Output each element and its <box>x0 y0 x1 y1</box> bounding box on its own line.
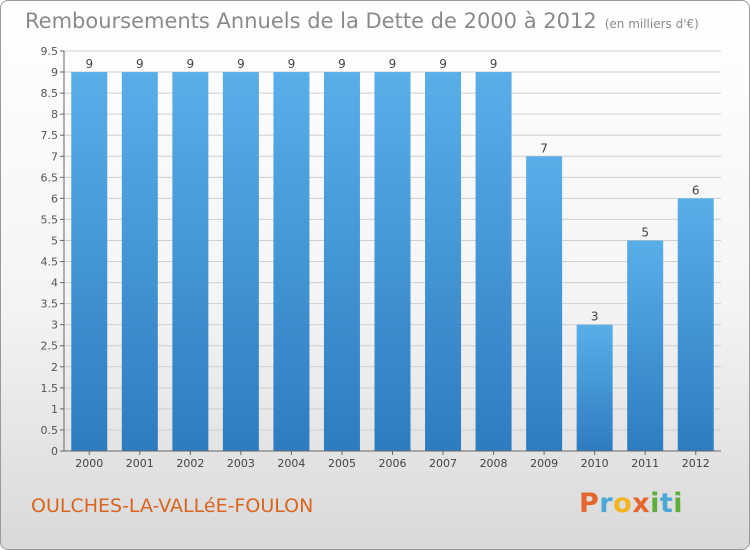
bars <box>71 72 714 451</box>
bar-value-label: 6 <box>692 183 700 197</box>
bar-value-label: 9 <box>288 57 296 71</box>
bar[interactable] <box>374 72 411 451</box>
bar-value-label: 3 <box>591 310 599 324</box>
y-tick-label: 3.5 <box>41 298 59 311</box>
y-tick-label: 4.5 <box>41 256 59 269</box>
bar-value-label: 9 <box>136 57 144 71</box>
x-tick-label: 2005 <box>328 457 356 470</box>
bar[interactable] <box>222 72 259 451</box>
commune-name: OULCHES-LA-VALLéE-FOULON <box>31 495 314 517</box>
x-tick-label: 2007 <box>429 457 457 470</box>
chart-title: Remboursements Annuels de la Dette de 20… <box>25 9 699 33</box>
logo-letter: x <box>632 488 651 519</box>
bar-value-label: 9 <box>389 57 397 71</box>
logo-letter: t <box>659 488 674 519</box>
y-tick-label: 7.5 <box>41 129 59 142</box>
logo-letter: i <box>650 488 660 519</box>
y-tick-label: 4 <box>51 277 58 290</box>
bar-value-label: 5 <box>641 225 649 239</box>
y-tick-label: 1 <box>51 403 58 416</box>
chart-subtitle: (en milliers d'€) <box>604 17 699 31</box>
y-tick-label: 5.5 <box>41 213 59 226</box>
logo-letter: r <box>599 488 614 519</box>
logo-letter: o <box>613 488 633 519</box>
y-tick-label: 5 <box>51 234 58 247</box>
x-tick-label: 2002 <box>176 457 204 470</box>
proxiti-logo[interactable]: Proxiti <box>579 488 683 519</box>
y-tick-label: 0.5 <box>41 424 59 437</box>
logo-letter: P <box>579 488 600 519</box>
chart-title-text: Remboursements Annuels de la Dette de 20… <box>25 9 597 33</box>
x-tick-label: 2003 <box>227 457 255 470</box>
bar-value-label: 9 <box>237 57 245 71</box>
bar[interactable] <box>526 156 563 451</box>
bar[interactable] <box>172 72 209 451</box>
y-axis: 0 0.5 1 1.5 2 2.5 3 3.5 4 4.5 5 5.5 6 6.5 7 7.5 8 8.5 9 9.5 <box>41 45 65 458</box>
bar-value-label: 9 <box>490 57 498 71</box>
bar[interactable] <box>121 72 158 451</box>
bar[interactable] <box>323 72 360 451</box>
y-tick-label: 6.5 <box>41 171 59 184</box>
bar-value-label: 7 <box>540 141 548 155</box>
y-tick-label: 9.5 <box>41 45 59 58</box>
x-tick-label: 2010 <box>581 457 609 470</box>
x-axis: 2000 2001 2002 2003 2004 2005 2006 2007 2008 2009… <box>64 450 721 470</box>
bar-value-label: 9 <box>439 57 447 71</box>
bar-value-label: 9 <box>187 57 195 71</box>
y-tick-label: 8.5 <box>41 87 59 100</box>
y-tick-label: 7 <box>51 150 58 163</box>
y-tick-label: 3 <box>51 319 58 332</box>
x-tick-label: 2009 <box>530 457 558 470</box>
bar[interactable] <box>273 72 310 451</box>
bar-value-label: 9 <box>338 57 346 71</box>
y-tick-label: 2 <box>51 361 58 374</box>
x-tick-label: 2012 <box>682 457 710 470</box>
y-tick-label: 8 <box>51 108 58 121</box>
bar[interactable] <box>627 240 664 451</box>
y-tick-label: 9 <box>51 66 58 79</box>
bar[interactable] <box>576 324 613 451</box>
x-tick-label: 2011 <box>631 457 659 470</box>
x-tick-label: 2000 <box>75 457 103 470</box>
x-tick-label: 2008 <box>480 457 508 470</box>
bar-value-label: 9 <box>85 57 93 71</box>
bar[interactable] <box>71 72 108 451</box>
x-tick-label: 2004 <box>277 457 305 470</box>
x-tick-label: 2006 <box>379 457 407 470</box>
y-tick-label: 6 <box>51 192 58 205</box>
bar[interactable] <box>677 198 714 451</box>
x-tick-label: 2001 <box>126 457 154 470</box>
value-labels: 9 9 9 9 9 9 9 9 9 7 3 5 6 <box>85 57 699 324</box>
bar[interactable] <box>475 72 512 451</box>
y-tick-label: 1.5 <box>41 382 59 395</box>
bar[interactable] <box>425 72 462 451</box>
y-tick-label: 0 <box>51 445 58 458</box>
logo-letter: i <box>673 488 684 519</box>
y-tick-label: 2.5 <box>41 340 59 353</box>
